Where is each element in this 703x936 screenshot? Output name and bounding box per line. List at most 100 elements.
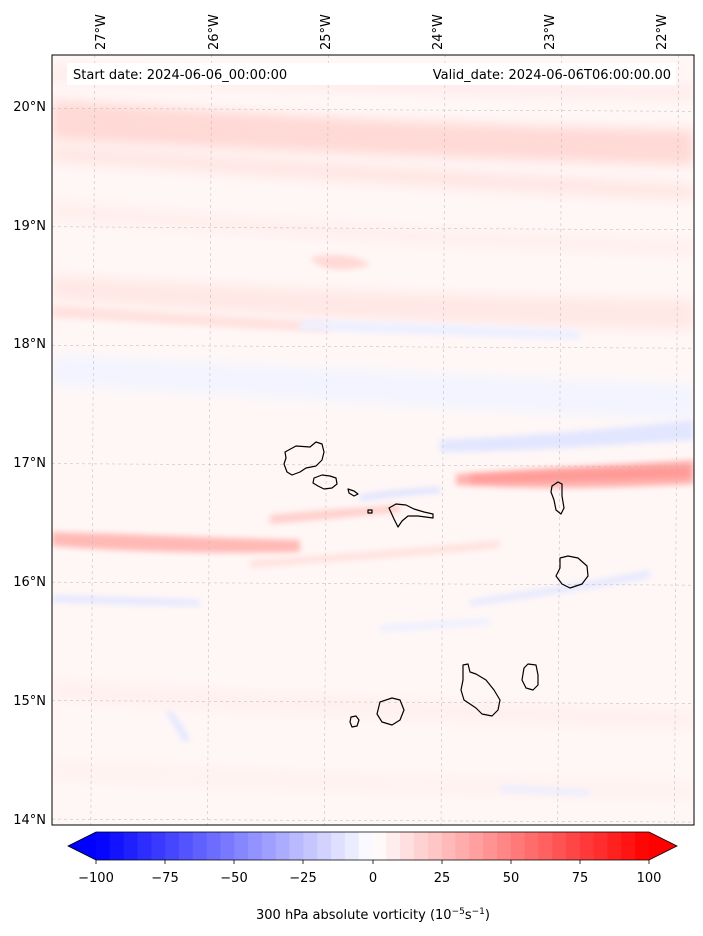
vorticity-band <box>52 532 300 553</box>
colorbar-segment <box>165 832 180 860</box>
lon-gridline <box>557 54 563 826</box>
lat-gridline <box>51 108 695 112</box>
colorbar-segment <box>483 832 498 860</box>
vorticity-band <box>52 305 330 332</box>
lon-gridline <box>324 54 329 826</box>
info-box <box>67 63 676 85</box>
colorbar-segment <box>289 832 304 860</box>
lon-label: 24°W <box>431 14 446 50</box>
colorbar-tick-label: −100 <box>78 871 114 886</box>
colorbar-segment <box>372 832 387 860</box>
lat-gridline <box>51 344 695 349</box>
colorbar-segment <box>234 832 249 860</box>
lon-label: 25°W <box>319 14 334 50</box>
island-sao-vicente <box>312 474 338 490</box>
island-brava <box>349 715 360 728</box>
colorbar-segment <box>344 832 360 860</box>
lon-gridline <box>440 54 446 826</box>
valid-date-label: Valid_date: 2024-06-06T06:00:00.00 <box>433 68 671 83</box>
vorticity-band <box>52 680 694 730</box>
start-date-label: Start date: 2024-06-06_00:00:00 <box>73 68 287 83</box>
colorbar-ticks <box>95 860 650 864</box>
colorbar-segment <box>358 832 374 860</box>
colorbar-tick-label: −25 <box>289 871 316 886</box>
vorticity-band <box>52 145 694 200</box>
colorbar-segment <box>220 832 235 860</box>
colorbar-max-extension <box>649 832 677 860</box>
lon-label: 27°W <box>94 14 109 50</box>
lat-label: 17°N <box>13 456 46 471</box>
lon-gridline <box>674 54 679 826</box>
colorbar-tick-labels: −100 −75 −50 −25 0 25 50 75 100 <box>78 871 661 886</box>
latitude-labels: 20°N 19°N 18°N 17°N 16°N 15°N 14°N <box>13 100 46 828</box>
colorbar: −100 −75 −50 −25 0 25 50 75 100 300 hPa … <box>67 831 678 923</box>
colorbar-segment <box>607 832 622 860</box>
colorbar-segment <box>96 832 111 860</box>
colorbar-segment <box>593 832 609 860</box>
colorbar-segment <box>538 832 553 860</box>
island-sao-nicolau <box>388 503 434 528</box>
colorbar-segments <box>96 832 650 860</box>
vorticity-band <box>166 710 190 742</box>
vorticity-band <box>250 540 500 568</box>
coastlines <box>283 441 589 728</box>
lat-label: 16°N <box>13 575 46 590</box>
vorticity-band <box>360 487 440 501</box>
colorbar-segment <box>579 832 595 860</box>
lat-gridline <box>51 581 695 586</box>
colorbar-segment <box>635 832 650 860</box>
colorbar-segment <box>441 832 457 860</box>
colorbar-segment <box>469 832 484 860</box>
vorticity-band <box>52 200 694 255</box>
lat-gridline <box>51 463 695 467</box>
lat-gridline <box>51 226 695 231</box>
island-boa-vista <box>555 555 589 589</box>
vorticity-band <box>500 785 590 796</box>
map-panel: Start date: 2024-06-06_00:00:00 Valid_da… <box>13 14 695 828</box>
colorbar-segment <box>386 832 401 860</box>
colorbar-tick-label: 50 <box>503 871 520 886</box>
colorbar-segment <box>566 832 581 860</box>
colorbar-segment <box>137 832 152 860</box>
map-frame <box>51 54 695 826</box>
island-fogo <box>376 697 405 726</box>
vorticity-band <box>380 618 490 632</box>
colorbar-tick-label: 25 <box>434 871 451 886</box>
vorticity-band <box>52 355 694 420</box>
vorticity-band <box>52 100 694 165</box>
colorbar-segment <box>151 832 166 860</box>
island-maio <box>521 663 539 691</box>
colorbar-segment <box>496 832 512 860</box>
colorbar-tick-label: 75 <box>572 871 589 886</box>
vorticity-band <box>52 595 200 606</box>
lon-label: 22°W <box>655 14 670 50</box>
island-sal <box>550 481 565 515</box>
vorticity-band <box>300 320 580 340</box>
colorbar-segment <box>427 832 443 860</box>
island-raso <box>367 509 373 514</box>
colorbar-tick-label: −50 <box>220 871 247 886</box>
lat-label: 14°N <box>13 813 46 828</box>
lat-gridline <box>51 700 695 704</box>
island-santo-antao <box>283 441 325 476</box>
colorbar-segment <box>510 832 526 860</box>
longitude-labels: 27°W 26°W 25°W 24°W 23°W 22°W <box>94 14 670 50</box>
colorbar-segment <box>413 832 429 860</box>
colorbar-segment <box>621 832 636 860</box>
lat-gridline <box>51 818 695 823</box>
colorbar-tick-label: 100 <box>637 871 662 886</box>
vorticity-band <box>470 570 650 606</box>
colorbar-segment <box>261 832 277 860</box>
island-santiago <box>460 663 501 717</box>
vorticity-band <box>310 254 370 270</box>
colorbar-segment <box>206 832 222 860</box>
gridlines <box>51 54 695 826</box>
vorticity-band <box>440 420 694 452</box>
lat-label: 20°N <box>13 100 46 115</box>
colorbar-segment <box>331 832 346 860</box>
colorbar-segment <box>400 832 415 860</box>
colorbar-segment <box>248 832 263 860</box>
colorbar-segment <box>275 832 291 860</box>
colorbar-segment <box>123 832 139 860</box>
